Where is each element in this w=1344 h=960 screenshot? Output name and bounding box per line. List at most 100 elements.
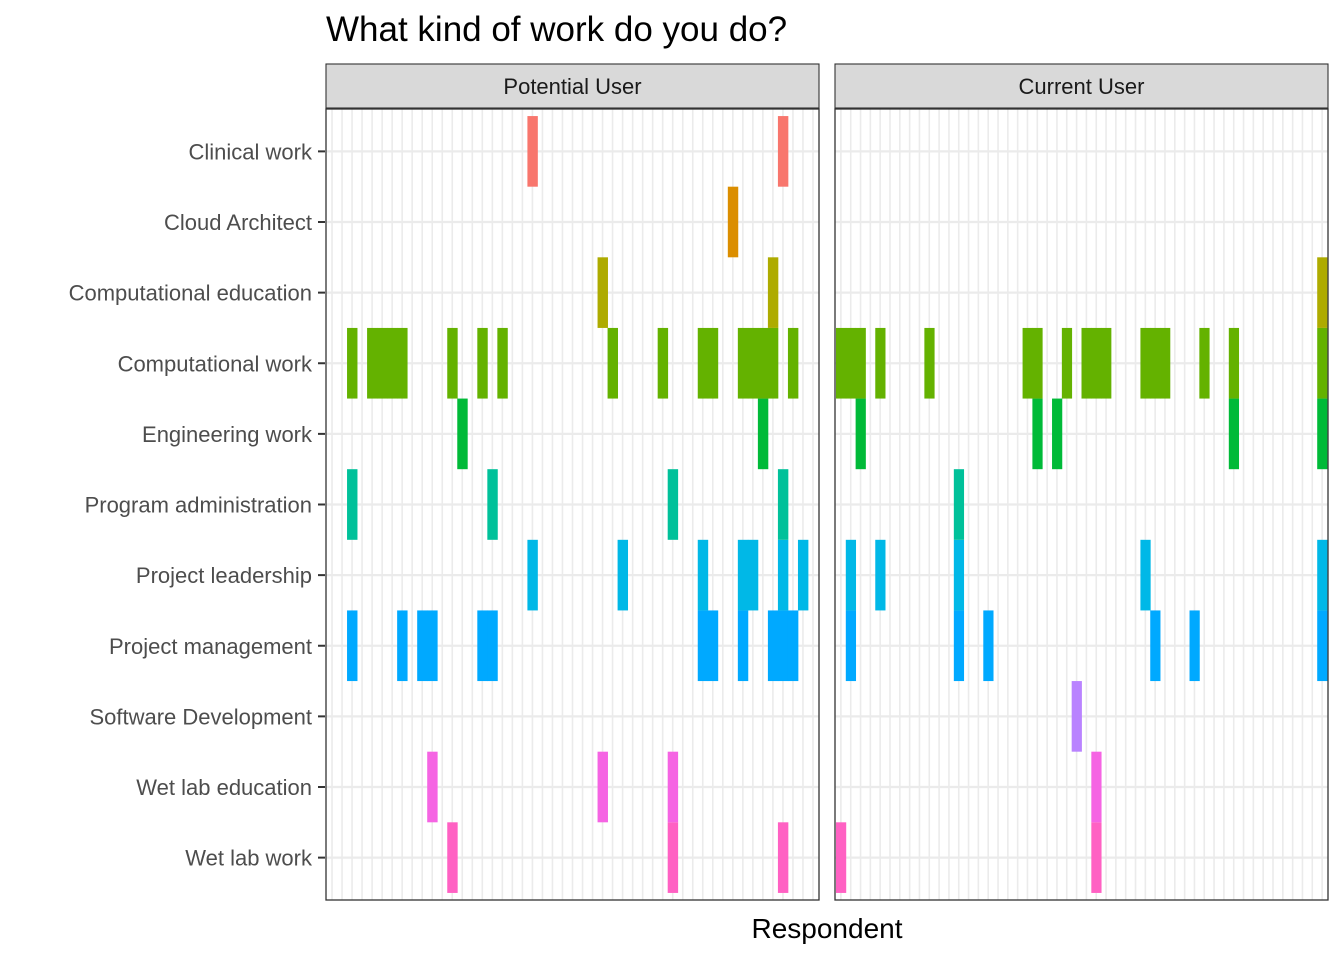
tile-project-leadership [747, 539, 759, 611]
tile-computational-work [875, 327, 886, 399]
tile-project-leadership [797, 539, 809, 611]
gridlines [326, 109, 819, 900]
tile-program-administration [953, 469, 965, 540]
tile-project-management [1150, 610, 1161, 682]
panel-border [834, 108, 1329, 901]
tile-computational-education [1317, 257, 1328, 328]
tile-project-leadership [875, 539, 886, 611]
tile-project-management [397, 610, 408, 682]
tile-project-leadership [617, 539, 629, 611]
tile-project-leadership [1317, 539, 1328, 611]
y-tick-label: Software Development [89, 704, 312, 729]
tile-project-management [787, 610, 799, 682]
tile-wet-lab-work [777, 822, 789, 893]
tile-computational-work [1160, 327, 1171, 399]
strip-current-user [834, 63, 1329, 109]
tile-computational-work [835, 327, 847, 399]
tile-wet-lab-work [667, 822, 679, 893]
tile-software-development [1071, 681, 1082, 752]
tile-computational-work [607, 327, 618, 399]
tile-project-leadership [527, 539, 538, 611]
y-tick-label: Cloud Architect [164, 210, 312, 235]
strip-label: Potential User [503, 74, 641, 99]
tile-wet-lab-education [427, 751, 438, 823]
tile-computational-work [855, 327, 866, 399]
tile-computational-work [1199, 327, 1210, 399]
tile-wet-lab-work [447, 822, 458, 893]
y-tick-label: Wet lab education [136, 775, 312, 800]
tile-engineering-work [855, 398, 866, 470]
tile-project-leadership [845, 539, 857, 611]
tile-computational-work [657, 327, 669, 399]
tile-project-management [767, 610, 779, 682]
tile-project-leadership [737, 539, 749, 611]
tile-engineering-work [1317, 398, 1328, 470]
strip-label: Current User [1019, 74, 1145, 99]
y-tick-label: Wet lab work [185, 846, 313, 871]
tile-project-management [1189, 610, 1200, 682]
tile-computational-work [697, 327, 709, 399]
tile-computational-work [1022, 327, 1033, 399]
tile-project-management [983, 610, 994, 682]
tile-computational-work [367, 327, 378, 399]
tile-clinical-work [527, 116, 538, 187]
tile-computational-work [497, 327, 508, 399]
tile-project-management [953, 610, 965, 682]
tile-cloud-architect [727, 186, 739, 258]
tile-computational-work [447, 327, 458, 399]
tile-project-management [707, 610, 719, 682]
tile-project-management [737, 610, 749, 682]
tile-computational-work [767, 327, 779, 399]
tile-program-administration [347, 469, 358, 540]
tile-computational-work [924, 327, 935, 399]
tile-project-management [845, 610, 857, 682]
y-axis: Wet lab work Wet lab education Software De… [69, 139, 325, 871]
tile-computational-work [1101, 327, 1112, 399]
tile-project-leadership [777, 539, 789, 611]
gridlines [835, 109, 1328, 900]
tile-wet-lab-education [667, 751, 679, 823]
tile-engineering-work [1052, 398, 1063, 470]
tiles [347, 116, 809, 893]
tile-engineering-work [1228, 398, 1240, 470]
tile-program-administration [777, 469, 789, 540]
tile-computational-work [707, 327, 719, 399]
tile-computational-work [747, 327, 759, 399]
panel-current-user: Current User [834, 63, 1329, 901]
tile-computational-education [597, 257, 608, 328]
tile-computational-work [757, 327, 769, 399]
tile-computational-work [377, 327, 388, 399]
tile-computational-work [387, 327, 398, 399]
tile-computational-work [477, 327, 488, 399]
tile-computational-work [737, 327, 749, 399]
tile-clinical-work [777, 116, 789, 187]
tile-project-management [417, 610, 428, 682]
y-tick-label: Engineering work [142, 422, 313, 447]
tile-project-management [1317, 610, 1328, 682]
x-axis-title: Respondent [751, 913, 902, 944]
y-tick-label: Computational education [69, 281, 312, 306]
y-tick-label: Project leadership [136, 563, 312, 588]
panel-potential-user: Potential User [325, 63, 820, 901]
tile-computational-work [1317, 327, 1328, 399]
tile-wet-lab-education [597, 751, 608, 823]
tile-computational-work [347, 327, 358, 399]
tile-project-leadership [1140, 539, 1151, 611]
tile-computational-work [1228, 327, 1240, 399]
tile-computational-work [1081, 327, 1092, 399]
tile-computational-education [767, 257, 779, 328]
tile-project-leadership [697, 539, 709, 611]
tile-project-management [427, 610, 438, 682]
tile-computational-work [397, 327, 408, 399]
tile-program-administration [667, 469, 679, 540]
panel-border [325, 108, 820, 901]
tile-engineering-work [757, 398, 769, 470]
tile-engineering-work [457, 398, 468, 470]
tile-computational-work [845, 327, 857, 399]
tile-engineering-work [1032, 398, 1043, 470]
tile-computational-work [1150, 327, 1161, 399]
tile-wet-lab-education [1091, 751, 1102, 823]
tile-program-administration [487, 469, 498, 540]
y-tick-label: Program administration [85, 493, 312, 518]
